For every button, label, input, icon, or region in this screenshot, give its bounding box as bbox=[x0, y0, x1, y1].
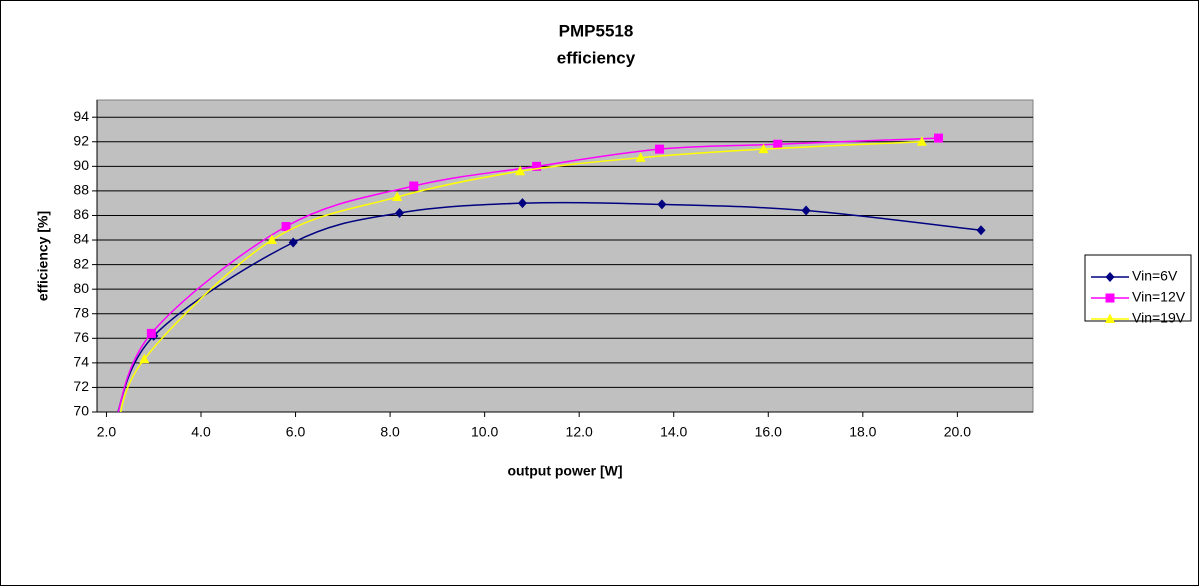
y-tick-label: 70 bbox=[73, 403, 89, 419]
y-tick-label: 78 bbox=[73, 304, 89, 320]
marker bbox=[635, 152, 646, 162]
y-tick-label: 88 bbox=[73, 182, 89, 198]
plot-area bbox=[96, 99, 1034, 413]
marker bbox=[801, 205, 811, 216]
y-tick-label: 84 bbox=[73, 231, 89, 247]
series-line bbox=[117, 137, 939, 412]
marker bbox=[1105, 313, 1115, 323]
marker bbox=[657, 199, 667, 210]
marker bbox=[916, 136, 927, 146]
y-tick-label: 82 bbox=[73, 255, 89, 271]
marker bbox=[655, 144, 665, 154]
x-tick-label: 8.0 bbox=[380, 424, 400, 440]
marker bbox=[288, 237, 298, 248]
legend-label: Vin=19V bbox=[1132, 310, 1186, 326]
series-line bbox=[119, 141, 922, 412]
y-tick-label: 90 bbox=[73, 157, 89, 173]
y-tick-label: 86 bbox=[73, 206, 89, 222]
x-tick-label: 20.0 bbox=[944, 424, 971, 440]
marker bbox=[1105, 272, 1115, 282]
y-tick-label: 94 bbox=[73, 108, 89, 124]
marker bbox=[392, 191, 403, 202]
x-tick-label: 10.0 bbox=[471, 424, 498, 440]
chart-title: PMP5518 bbox=[559, 21, 634, 40]
y-tick-label: 74 bbox=[73, 354, 89, 370]
marker bbox=[1105, 293, 1115, 303]
marker bbox=[758, 143, 769, 154]
marker bbox=[976, 225, 986, 236]
x-tick-label: 16.0 bbox=[755, 424, 782, 440]
y-tick-label: 72 bbox=[73, 378, 89, 394]
marker bbox=[139, 353, 150, 364]
chart-subtitle: efficiency bbox=[557, 48, 636, 67]
plot-series bbox=[117, 133, 986, 412]
y-tick-label: 92 bbox=[73, 132, 89, 148]
marker bbox=[266, 234, 277, 245]
x-tick-label: 2.0 bbox=[97, 424, 117, 440]
y-tick-label: 80 bbox=[73, 280, 89, 296]
y-tick-label: 76 bbox=[73, 329, 89, 345]
marker bbox=[146, 328, 156, 338]
marker bbox=[532, 161, 542, 171]
x-tick-label: 12.0 bbox=[566, 424, 593, 440]
marker bbox=[773, 139, 783, 149]
marker bbox=[515, 165, 526, 176]
legend-label: Vin=6V bbox=[1132, 268, 1178, 284]
marker bbox=[933, 133, 943, 143]
x-tick-label: 14.0 bbox=[660, 424, 687, 440]
marker bbox=[395, 208, 405, 219]
marker bbox=[281, 222, 291, 232]
legend-box bbox=[1084, 254, 1192, 322]
x-tick-label: 6.0 bbox=[286, 424, 306, 440]
legend-label: Vin=12V bbox=[1132, 289, 1186, 305]
y-axis-label: efficiency [%] bbox=[35, 211, 51, 301]
x-tick-label: 18.0 bbox=[849, 424, 876, 440]
x-tick-label: 4.0 bbox=[191, 424, 211, 440]
marker bbox=[517, 198, 527, 209]
x-axis-label: output power [W] bbox=[507, 463, 622, 479]
marker bbox=[409, 181, 419, 191]
